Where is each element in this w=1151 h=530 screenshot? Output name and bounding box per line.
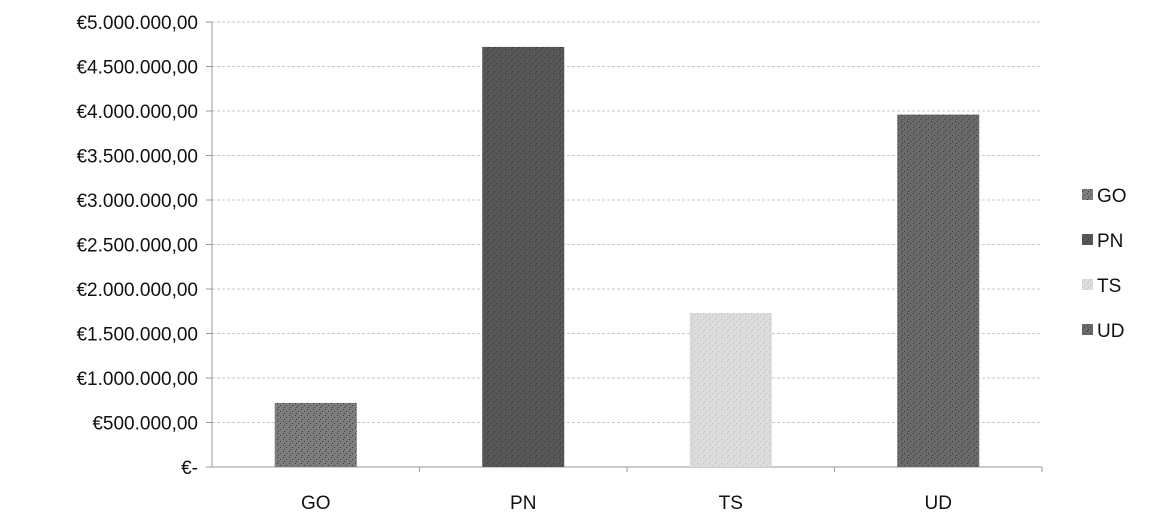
legend-label: TS <box>1097 276 1121 297</box>
x-category-label: TS <box>719 493 743 514</box>
bar-ts <box>689 313 772 467</box>
bars <box>274 46 980 468</box>
legend-label: GO <box>1097 186 1127 207</box>
y-tick-label: €500.000,00 <box>92 414 198 435</box>
x-category-label: PN <box>510 493 536 514</box>
y-tick-label: €1.500.000,00 <box>76 325 198 346</box>
y-tick-label: €3.000.000,00 <box>76 191 198 212</box>
legend-label: UD <box>1097 321 1124 342</box>
y-tick-label: €2.500.000,00 <box>76 236 198 257</box>
y-tick-label: €- <box>181 458 198 479</box>
legend-swatch-ts <box>1082 279 1093 290</box>
legend-swatch-ud <box>1082 324 1093 335</box>
bar-ud <box>897 114 980 467</box>
y-tick-label: €2.000.000,00 <box>76 280 198 301</box>
bar-go <box>274 402 357 467</box>
legend: GO PN TS UD <box>1082 186 1127 342</box>
y-axis-tick-labels: €- €500.000,00 €1.000.000,00 €1.500.000,00 €… <box>76 13 198 479</box>
legend-swatch-go <box>1082 189 1093 200</box>
y-tick-label: €4.000.000,00 <box>76 102 198 123</box>
y-tick-label: €1.000.000,00 <box>76 369 198 390</box>
x-category-label: UD <box>925 493 952 514</box>
legend-label: PN <box>1097 231 1123 252</box>
y-tick-label: €3.500.000,00 <box>76 147 198 168</box>
x-axis-category-labels: GO PN TS UD <box>301 467 1043 514</box>
x-category-label: GO <box>301 493 331 514</box>
y-tick-label: €4.500.000,00 <box>76 58 198 79</box>
legend-swatch-pn <box>1082 234 1093 245</box>
y-tick-label: €5.000.000,00 <box>76 13 198 34</box>
bar-pn <box>482 46 565 468</box>
